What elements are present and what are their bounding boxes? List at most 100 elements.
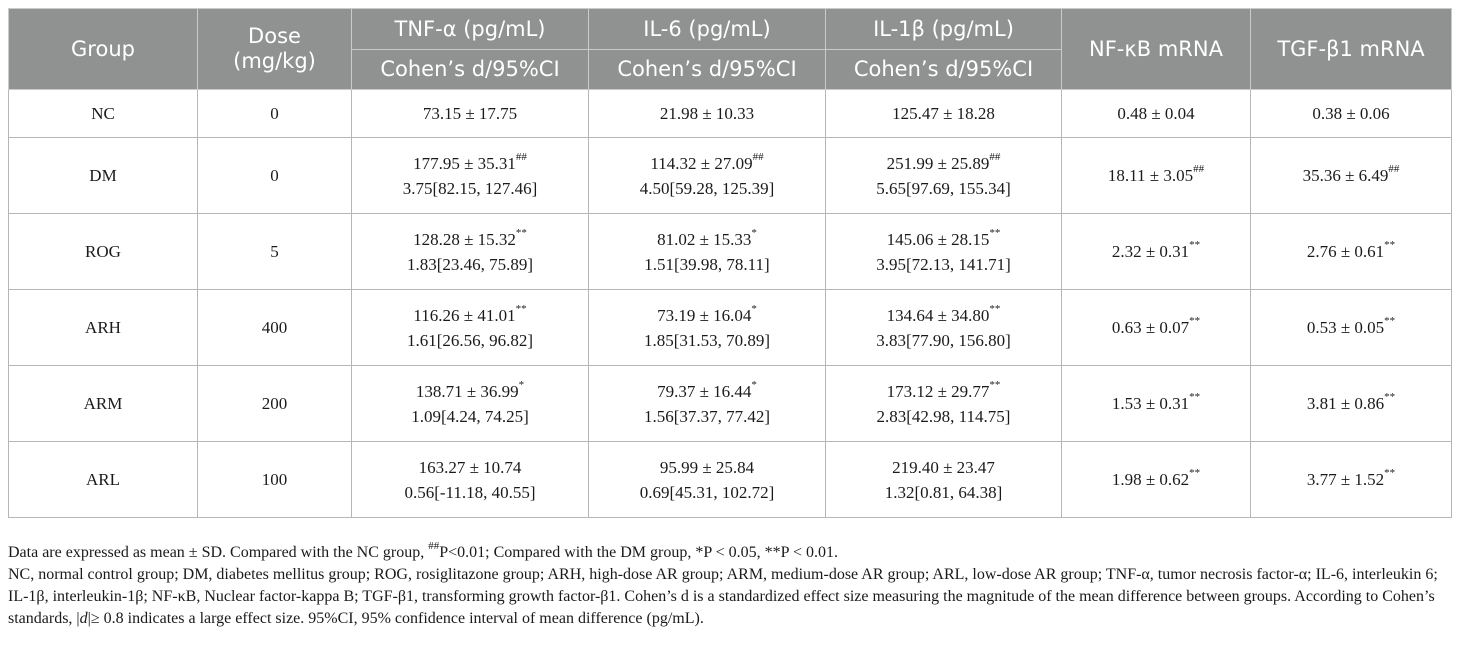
header-il6-sub: Cohen’s d/95%CI [588, 49, 826, 90]
cell-dose: 5 [197, 213, 352, 290]
mean-value: 1.98 ± 0.62 [1111, 470, 1190, 489]
mean-value: 18.11 ± 3.05 [1107, 166, 1194, 185]
cell-group: ARL [8, 441, 198, 518]
header-tgf: TGF-β1 mRNA [1250, 8, 1452, 90]
cell-mean-sd: 145.06 ± 28.15** [826, 227, 1061, 252]
cell-nfkb: 1.53 ± 0.31** [1061, 365, 1251, 442]
cell-il6: 81.02 ± 15.33* 1.51[39.98, 78.11] [588, 213, 826, 290]
footnote-significance: Data are expressed as mean ± SD. Compare… [8, 540, 1453, 564]
header-dose-line2: (mg/kg) [233, 49, 316, 73]
cell-cohens-d-ci: 0.56[-11.18, 40.55] [404, 482, 536, 502]
mean-value: 173.12 ± 29.77 [886, 381, 990, 401]
cell-mean-sd: 116.26 ± 41.01** [352, 303, 588, 328]
significance-mark: ** [515, 226, 527, 239]
cell-il1b: 219.40 ± 23.47 1.32[0.81, 64.38] [825, 441, 1062, 518]
cell-nfkb: 0.63 ± 0.07** [1061, 289, 1251, 366]
mean-value: 95.99 ± 25.84 [659, 457, 755, 477]
table-row: DM 0 177.95 ± 35.31## 3.75[82.15, 127.46] 11… [8, 137, 1452, 214]
cell-mean-sd: 219.40 ± 23.47 [826, 455, 1061, 480]
mean-value: 35.36 ± 6.49 [1302, 166, 1389, 185]
cell-mean-sd: 73.15 ± 17.75 [352, 101, 588, 126]
cell-cohens-d-ci: 1.32[0.81, 64.38] [884, 482, 1003, 502]
significance-mark: ** [1384, 315, 1396, 328]
mean-value: 0.48 ± 0.04 [1117, 104, 1195, 123]
table-row: ARH 400 116.26 ± 41.01** 1.61[26.56, 96.82]… [8, 289, 1452, 366]
cell-tgf: 3.81 ± 0.86** [1250, 365, 1452, 442]
cell-mean-sd: 114.32 ± 27.09## [589, 151, 825, 176]
mean-value: 114.32 ± 27.09 [650, 153, 753, 173]
cell-cohens-d-ci: 1.85[31.53, 70.89] [643, 330, 771, 350]
cell-cohens-d-ci: 3.75[82.15, 127.46] [402, 178, 538, 198]
header-tnf-sub: Cohen’s d/95%CI [351, 49, 589, 90]
cell-il1b: 173.12 ± 29.77** 2.83[42.98, 114.75] [825, 365, 1062, 442]
header-il1b: IL-1β (pg/mL) [825, 8, 1062, 50]
cell-group: ARM [8, 365, 198, 442]
significance-mark: ## [1193, 163, 1205, 176]
cell-tnf: 128.28 ± 15.32** 1.83[23.46, 75.89] [351, 213, 589, 290]
cell-mean-sd: 134.64 ± 34.80** [826, 303, 1061, 328]
mean-value: 73.19 ± 16.04 [657, 305, 752, 325]
mean-value: 73.15 ± 17.75 [422, 104, 518, 123]
cell-mean-sd: 251.99 ± 25.89## [826, 151, 1061, 176]
significance-mark: * [751, 378, 757, 391]
significance-mark: ** [989, 302, 1001, 315]
mean-value: 177.95 ± 35.31 [413, 153, 516, 173]
mean-value: 81.02 ± 15.33 [657, 229, 752, 249]
cell-tnf: 177.95 ± 35.31## 3.75[82.15, 127.46] [351, 137, 589, 214]
cell-mean-sd: 79.37 ± 16.44* [589, 379, 825, 404]
significance-mark: * [751, 226, 757, 239]
header-il1b-sub: Cohen’s d/95%CI [825, 49, 1062, 90]
cell-cohens-d-ci: 3.95[72.13, 141.71] [876, 254, 1011, 274]
significance-mark: ** [1189, 315, 1201, 328]
mean-value: 3.81 ± 0.86 [1306, 394, 1385, 413]
footnote-text: |≥ 0.8 indicates a large effect size. 95… [87, 610, 704, 627]
mean-value: 251.99 ± 25.89 [886, 153, 990, 173]
cell-cohens-d-ci: 1.51[39.98, 78.11] [644, 254, 770, 274]
significance-mark: ## [515, 150, 527, 163]
significance-mark: * [751, 302, 757, 315]
cell-nfkb: 2.32 ± 0.31** [1061, 213, 1251, 290]
mean-value: 125.47 ± 18.28 [892, 104, 995, 123]
header-il6: IL-6 (pg/mL) [588, 8, 826, 50]
cell-cohens-d-ci: 5.65[97.69, 155.34] [876, 178, 1011, 198]
footnote-text: NC, normal control group; DM, diabetes m… [8, 566, 1438, 627]
mean-value: 128.28 ± 15.32 [413, 229, 516, 249]
cell-mean-sd: 125.47 ± 18.28 [826, 101, 1061, 126]
cell-cohens-d-ci: 0.69[45.31, 102.72] [639, 482, 775, 502]
significance-mark: ## [989, 150, 1001, 163]
cell-tnf: 138.71 ± 36.99* 1.09[4.24, 74.25] [351, 365, 589, 442]
mean-value: 116.26 ± 41.01 [413, 305, 516, 325]
cell-mean-sd: 95.99 ± 25.84 [589, 455, 825, 480]
mean-value: 21.98 ± 10.33 [659, 104, 755, 123]
cell-tnf: 116.26 ± 41.01** 1.61[26.56, 96.82] [351, 289, 589, 366]
table-row: ARM 200 138.71 ± 36.99* 1.09[4.24, 74.25] 79… [8, 365, 1452, 442]
mean-value: 0.38 ± 0.06 [1312, 104, 1390, 123]
cell-il1b: 145.06 ± 28.15** 3.95[72.13, 141.71] [825, 213, 1062, 290]
cell-il6: 79.37 ± 16.44* 1.56[37.37, 77.42] [588, 365, 826, 442]
header-nfkb: NF-κB mRNA [1061, 8, 1251, 90]
cell-il1b: 251.99 ± 25.89## 5.65[97.69, 155.34] [825, 137, 1062, 214]
mean-value: 145.06 ± 28.15 [886, 229, 990, 249]
cell-nfkb: 18.11 ± 3.05## [1061, 137, 1251, 214]
cell-il1b: 134.64 ± 34.80** 3.83[77.90, 156.80] [825, 289, 1062, 366]
cell-il6: 21.98 ± 10.33 [588, 89, 826, 138]
cell-tgf: 35.36 ± 6.49## [1250, 137, 1452, 214]
cell-dose: 100 [197, 441, 352, 518]
mean-value: 134.64 ± 34.80 [886, 305, 990, 325]
mean-value: 2.76 ± 0.61 [1306, 242, 1385, 261]
header-dose-line1: Dose [248, 24, 301, 48]
cell-mean-sd: 73.19 ± 16.04* [589, 303, 825, 328]
header-dose: Dose (mg/kg) [197, 8, 352, 90]
footnote-text: Data are expressed as mean ± SD. Compare… [8, 544, 429, 561]
mean-value: 3.77 ± 1.52 [1306, 470, 1385, 489]
cell-tnf: 163.27 ± 10.74 0.56[-11.18, 40.55] [351, 441, 589, 518]
significance-mark: ** [1189, 467, 1201, 480]
cell-nfkb: 0.48 ± 0.04 [1061, 89, 1251, 138]
cell-mean-sd: 173.12 ± 29.77** [826, 379, 1061, 404]
footnote-text: P<0.01; Compared with the DM group, *P <… [439, 544, 839, 561]
significance-mark: ** [989, 378, 1001, 391]
significance-mark: ** [1384, 239, 1396, 252]
significance-mark: ** [1384, 391, 1396, 404]
table-row: NC 0 73.15 ± 17.75 21.98 ± 10.33 125.47 ± 18… [8, 89, 1452, 138]
mean-value: 219.40 ± 23.47 [892, 457, 995, 477]
